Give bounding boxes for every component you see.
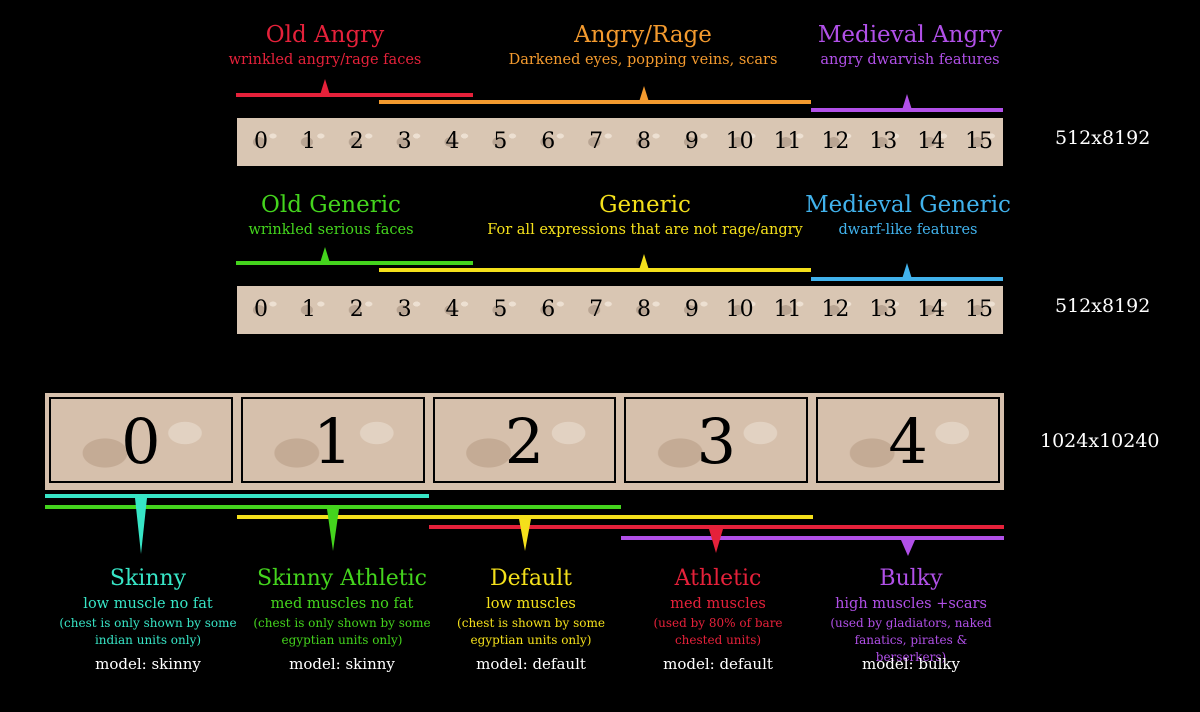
- body-cell-1: 1: [240, 397, 425, 483]
- row2-subtitle-medieval-generic: dwarf-like features: [838, 222, 978, 238]
- row2-subtitle-generic: For all expressions that are not rage/an…: [487, 222, 803, 238]
- row1-cell-2: 2: [349, 129, 364, 154]
- body-desc-bulky: high muscles +scars: [835, 596, 987, 612]
- body-bracket-bulky: [621, 536, 1004, 540]
- body-bracket-default: [237, 515, 813, 519]
- row2-title-old-generic: Old Generic: [261, 192, 401, 218]
- row1-pointer-medieval-angry: [902, 94, 912, 110]
- row2-cell-2: 2: [349, 297, 364, 322]
- row1-cell-15: 15: [965, 129, 994, 154]
- row1-bracket-angry-rage: [379, 100, 811, 104]
- row2-bracket-medieval-generic: [811, 277, 1003, 281]
- row1-cell-3: 3: [397, 129, 412, 154]
- row1-cell-7: 7: [589, 129, 604, 154]
- row2-cell-14: 14: [917, 297, 946, 322]
- row2-pointer-medieval-generic: [902, 263, 912, 279]
- row2-bracket-old-generic: [236, 261, 473, 265]
- body-note-skinny-athletic: (chest is only shown by some egyptian un…: [253, 616, 431, 647]
- row1-bracket-old-angry: [236, 93, 473, 97]
- row1-pointer-angry-rage: [639, 86, 649, 102]
- body-cell-4: 4: [816, 397, 1000, 483]
- body-cell-3: 3: [624, 397, 809, 483]
- row1-cell-12: 12: [821, 129, 850, 154]
- body-title-athletic: Athletic: [674, 566, 762, 591]
- row2-cell-3: 3: [397, 297, 412, 322]
- row2-cell-6: 6: [541, 297, 556, 322]
- body-desc-athletic: med muscles: [670, 596, 766, 612]
- row1-cell-14: 14: [917, 129, 946, 154]
- row1-resolution: 512x8192: [1055, 127, 1151, 149]
- body-cell-0: 0: [49, 397, 233, 483]
- row2-cell-1: 1: [301, 297, 316, 322]
- row1-subtitle-angry-rage: Darkened eyes, popping veins, scars: [508, 52, 778, 68]
- body-pointer-default: [519, 519, 531, 551]
- body-cell-2: 2: [432, 397, 617, 483]
- body-bracket-skinny: [45, 494, 429, 498]
- row2-face-texture-strip: 0 1 2 3 4 5 6 7 8 9 10 11 12 13 14 15: [237, 286, 1003, 334]
- body-model-bulky: model: bulky: [862, 655, 960, 673]
- row1-cell-11: 11: [773, 129, 802, 154]
- body-desc-default: low muscles: [486, 596, 576, 612]
- body-model-athletic: model: default: [663, 655, 773, 673]
- row2-cell-9: 9: [684, 297, 699, 322]
- row2-cell-11: 11: [773, 297, 802, 322]
- row1-subtitle-medieval-angry: angry dwarvish features: [820, 52, 1000, 68]
- row1-title-medieval-angry: Medieval Angry: [817, 22, 1003, 48]
- row1-pointer-old-angry: [320, 79, 330, 95]
- body-model-skinny-athletic: model: skinny: [289, 655, 395, 673]
- body-title-skinny-athletic: Skinny Athletic: [257, 566, 427, 591]
- row2-cell-7: 7: [589, 297, 604, 322]
- row1-title-angry-rage: Angry/Rage: [574, 22, 712, 48]
- row2-cell-15: 15: [965, 297, 994, 322]
- row2-pointer-generic: [639, 254, 649, 270]
- row1-cell-10: 10: [725, 129, 754, 154]
- body-bracket-skinny-athletic: [45, 505, 621, 509]
- row2-cell-8: 8: [636, 297, 651, 322]
- row1-cell-4: 4: [445, 129, 460, 154]
- row2-cell-0: 0: [253, 297, 268, 322]
- row1-bracket-medieval-angry: [811, 108, 1003, 112]
- row1-cell-0: 0: [253, 129, 268, 154]
- body-model-default: model: default: [476, 655, 586, 673]
- body-note-athletic: (used by 80% of bare chested units): [653, 616, 783, 647]
- body-model-skinny: model: skinny: [95, 655, 201, 673]
- body-title-bulky: Bulky: [879, 566, 943, 591]
- row2-cell-12: 12: [821, 297, 850, 322]
- row1-cell-6: 6: [541, 129, 556, 154]
- row2-title-medieval-generic: Medieval Generic: [805, 192, 1011, 218]
- row2-cell-10: 10: [725, 297, 754, 322]
- body-note-default: (chest is shown by some egyptian units o…: [457, 616, 605, 647]
- row2-cell-13: 13: [869, 297, 898, 322]
- body-pointer-skinny-athletic: [327, 509, 339, 551]
- body-pointer-bulky: [901, 540, 915, 556]
- body-texture-strip: [45, 393, 1004, 490]
- body-title-skinny: Skinny: [109, 566, 187, 591]
- row2-cell-4: 4: [445, 297, 460, 322]
- body-desc-skinny: low muscle no fat: [83, 596, 213, 612]
- row2-subtitle-old-generic: wrinkled serious faces: [248, 222, 414, 238]
- row1-cell-1: 1: [301, 129, 316, 154]
- body-pointer-athletic: [709, 529, 723, 553]
- row2-bracket-generic: [379, 268, 811, 272]
- row2-resolution: 512x8192: [1055, 295, 1151, 317]
- row1-subtitle-old-angry: wrinkled angry/rage faces: [228, 52, 422, 68]
- row2-cell-5: 5: [493, 297, 508, 322]
- body-bracket-athletic: [429, 525, 1004, 529]
- row1-title-old-angry: Old Angry: [265, 22, 385, 48]
- body-pointer-skinny: [135, 498, 147, 554]
- row2-title-generic: Generic: [599, 192, 691, 218]
- body-desc-skinny-athletic: med muscles no fat: [270, 596, 414, 612]
- row1-cell-9: 9: [684, 129, 699, 154]
- row1-face-texture-strip: 0 1 2 3 4 5 6 7 8 9 10 11 12 13 14 15: [237, 118, 1003, 166]
- body-resolution: 1024x10240: [1040, 430, 1160, 452]
- row1-cell-13: 13: [869, 129, 898, 154]
- row1-cell-8: 8: [636, 129, 651, 154]
- body-title-default: Default: [490, 566, 572, 591]
- row1-cell-5: 5: [493, 129, 508, 154]
- body-note-bulky: (used by gladiators, naked fanatics, pir…: [830, 616, 992, 664]
- body-note-skinny: (chest is only shown by some indian unit…: [59, 616, 237, 647]
- row2-pointer-old-generic: [320, 247, 330, 263]
